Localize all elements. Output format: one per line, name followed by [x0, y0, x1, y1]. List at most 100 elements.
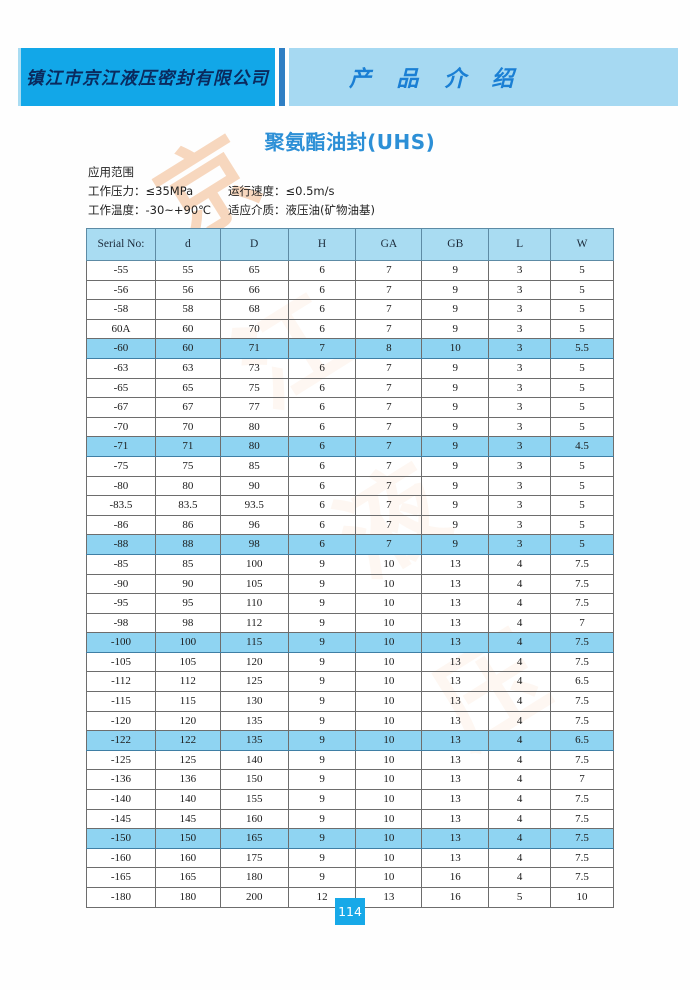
table-row: -63 63 73 6 7 9 3 5: [86, 357, 614, 379]
table-cell: 10: [355, 573, 423, 595]
table-row: -180 180 200 12 13 16 5 10: [86, 887, 614, 908]
table-cell: 7: [355, 279, 423, 301]
table-cell: 13: [421, 573, 490, 595]
table-cell: -70: [86, 416, 156, 438]
table-cell: 7.5: [550, 593, 614, 614]
working-temperature: 工作温度：-30~+90℃: [88, 203, 212, 217]
table-body: -55 55 65 6 7 9 3 5 -56 56 66 6 7 9 3 5 -58 58 68 6 7 9 3 5 60A 6…: [86, 260, 614, 908]
table-cell: 4: [488, 867, 552, 888]
table-cell: 7: [550, 612, 614, 634]
table-cell: 6: [287, 279, 357, 301]
table-row: -58 58 68 6 7 9 3 5: [86, 299, 614, 320]
table-cell: 180: [154, 887, 221, 908]
table-cell: 120: [219, 651, 289, 673]
table-row: -112 112 125 9 10 13 4 6.5: [86, 671, 614, 693]
table-cell: 10: [355, 867, 423, 888]
table-cell: 140: [219, 749, 289, 771]
table-cell: -100: [86, 632, 156, 653]
table-cell: 13: [421, 632, 490, 653]
table-cell: 6: [287, 436, 357, 457]
table-cell: 85: [219, 455, 289, 477]
table-cell: 7.5: [550, 847, 614, 869]
table-cell: 9: [421, 397, 490, 418]
table-cell: 70: [219, 318, 289, 340]
table-cell: 7: [355, 260, 423, 281]
table-cell: 7: [287, 338, 357, 359]
table-cell: 4: [488, 769, 552, 791]
table-cell: 10: [355, 651, 423, 673]
table-cell: 13: [421, 749, 490, 771]
table-cell: 5: [550, 377, 614, 399]
table-cell: 67: [154, 397, 221, 418]
table-cell: 13: [355, 887, 423, 908]
table-cell: 105: [154, 651, 221, 673]
table-cell: 10: [355, 671, 423, 693]
table-cell: 4: [488, 749, 552, 771]
table-cell: 10: [355, 808, 423, 830]
table-cell: 7: [355, 397, 423, 418]
table-row: -67 67 77 6 7 9 3 5: [86, 397, 614, 418]
table-cell: 13: [421, 553, 490, 575]
table-cell: 7.5: [550, 789, 614, 810]
table-cell: 16: [421, 887, 490, 908]
table-row: -145 145 160 9 10 13 4 7.5: [86, 808, 614, 830]
table-cell: 4: [488, 710, 552, 732]
table-cell: 9: [287, 593, 357, 614]
table-row: -115 115 130 9 10 13 4 7.5: [86, 691, 614, 712]
table-cell: 3: [488, 475, 552, 497]
table-cell: 9: [421, 455, 490, 477]
table-cell: 9: [421, 299, 490, 320]
table-cell: 4.5: [550, 436, 614, 457]
table-cell: 5: [550, 455, 614, 477]
table-cell: 95: [154, 593, 221, 614]
table-cell: 150: [154, 828, 221, 849]
table-header-row: Serial No: d D H GA GB L W: [86, 228, 614, 261]
table-cell: 7: [355, 495, 423, 516]
table-cell: 3: [488, 357, 552, 379]
table-cell: 85: [154, 553, 221, 575]
table-cell: -83.5: [86, 495, 156, 516]
column-header-D: D: [219, 228, 289, 261]
table-cell: 9: [421, 475, 490, 497]
table-cell: 3: [488, 436, 552, 457]
table-cell: 105: [219, 573, 289, 595]
table-cell: 13: [421, 769, 490, 791]
table-cell: 56: [154, 279, 221, 301]
table-cell: -112: [86, 671, 156, 693]
table-cell: 70: [154, 416, 221, 438]
table-cell: 6: [287, 455, 357, 477]
table-cell: 9: [421, 357, 490, 379]
page-number-badge: 114: [335, 898, 365, 925]
table-row: -150 150 165 9 10 13 4 7.5: [86, 828, 614, 849]
column-header-L: L: [488, 228, 552, 261]
table-cell: -165: [86, 867, 156, 888]
table-cell: 115: [219, 632, 289, 653]
table-cell: 7: [355, 475, 423, 497]
table-cell: -85: [86, 553, 156, 575]
table-cell: 5: [550, 397, 614, 418]
masthead-left-edge: [18, 48, 21, 106]
table-cell: 5: [550, 318, 614, 340]
table-cell: 90: [219, 475, 289, 497]
table-cell: 7.5: [550, 808, 614, 830]
table-cell: 7: [355, 318, 423, 340]
table-cell: 7: [355, 377, 423, 399]
table-header: Serial No: d D H GA GB L W: [86, 228, 614, 261]
table-cell: 60: [154, 338, 221, 359]
table-cell: 10: [355, 632, 423, 653]
table-cell: 160: [154, 847, 221, 869]
table-cell: 16: [421, 867, 490, 888]
table-cell: 13: [421, 789, 490, 810]
table-cell: 6.5: [550, 730, 614, 751]
table-cell: 65: [154, 377, 221, 399]
table-cell: -88: [86, 534, 156, 555]
table-cell: 9: [287, 749, 357, 771]
table-cell: 9: [421, 260, 490, 281]
table-row: -75 75 85 6 7 9 3 5: [86, 455, 614, 477]
table-cell: 200: [219, 887, 289, 908]
table-cell: 4: [488, 730, 552, 751]
table-cell: 3: [488, 534, 552, 555]
table-cell: 13: [421, 651, 490, 673]
table-cell: 130: [219, 691, 289, 712]
table-cell: 75: [219, 377, 289, 399]
